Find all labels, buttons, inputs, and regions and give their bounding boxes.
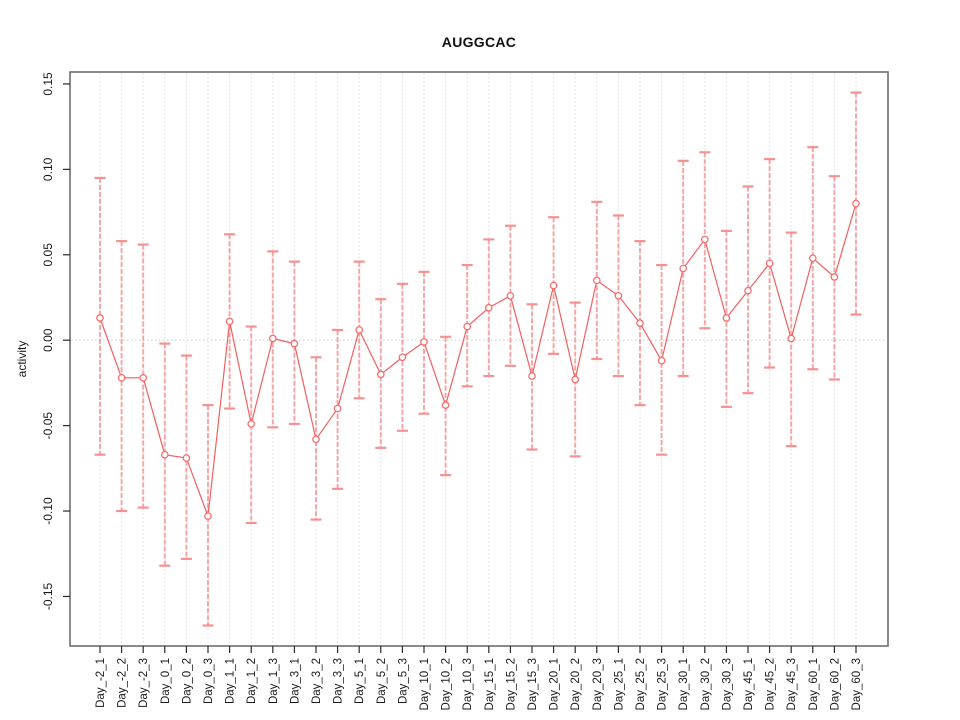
data-point — [290, 339, 299, 348]
data-point — [830, 273, 839, 281]
x-tick-label: Day_0_1 — [160, 658, 172, 704]
y-tick-label: 0.05 — [41, 243, 55, 267]
y-tick-label: 0.00 — [41, 328, 55, 352]
data-point — [592, 276, 601, 285]
data-point — [852, 199, 860, 208]
data-point — [160, 450, 169, 459]
data-point — [355, 326, 364, 334]
x-tick-label: Day_20_1 — [549, 658, 561, 710]
data-point — [744, 286, 752, 295]
x-tick-label: Day_0_3 — [203, 658, 215, 704]
data-point — [204, 512, 212, 521]
x-tick-label: Day_20_3 — [592, 658, 604, 710]
x-tick-label: Day_15_2 — [505, 658, 517, 710]
x-tick-label: Day_-2_1 — [95, 658, 107, 708]
x-tick-label: Day_5_1 — [354, 658, 366, 704]
x-tick-label: Day_-2_3 — [138, 658, 150, 708]
x-tick-label: Day_1_2 — [246, 658, 258, 704]
y-tick-label: -0.10 — [41, 497, 55, 525]
data-point — [420, 338, 428, 346]
x-tick-label: Day_1_3 — [268, 658, 280, 704]
data-point — [247, 420, 256, 428]
data-point — [679, 264, 688, 273]
x-tick-label: Day_10_1 — [419, 658, 431, 710]
data-point — [808, 254, 817, 263]
x-tick-label: Day_20_2 — [570, 658, 582, 710]
data-point — [528, 372, 536, 380]
x-tick-label: Day_5_2 — [376, 658, 388, 704]
data-point — [463, 322, 472, 331]
data-point — [484, 303, 493, 312]
x-tick-label: Day_60_3 — [851, 658, 863, 710]
x-tick-label: Day_3_2 — [311, 658, 323, 704]
data-point — [312, 435, 320, 444]
x-tick-label: Day_3_3 — [333, 658, 345, 704]
x-tick-label: Day_5_3 — [397, 658, 409, 704]
data-point — [441, 401, 450, 409]
x-tick-label: Day_10_2 — [441, 658, 453, 710]
x-tick-label: Day_1_1 — [225, 658, 237, 704]
y-tick-label: 0.10 — [41, 157, 55, 181]
x-tick-label: Day_25_2 — [635, 658, 647, 710]
x-tick-label: Day_10_3 — [462, 658, 474, 710]
x-tick-label: Day_3_1 — [289, 658, 301, 704]
x-tick-label: Day_15_1 — [484, 658, 496, 710]
y-tick-label: -0.15 — [41, 582, 55, 610]
x-tick-label: Day_45_2 — [765, 658, 777, 710]
x-tick-label: Day_-2_2 — [117, 658, 129, 708]
x-tick-label: Day_60_1 — [808, 658, 820, 710]
data-point — [225, 317, 234, 326]
data-point — [139, 373, 148, 382]
data-point — [398, 353, 407, 362]
data-point — [787, 334, 796, 343]
x-tick-label: Day_30_3 — [721, 658, 733, 710]
x-tick-label: Day_60_2 — [829, 658, 841, 710]
series-line — [99, 203, 857, 517]
data-point — [376, 370, 385, 379]
x-tick-label: Day_30_1 — [678, 658, 690, 710]
data-point — [268, 334, 277, 343]
data-point — [657, 356, 666, 365]
x-tick-label: Day_25_3 — [657, 658, 669, 710]
data-point — [333, 404, 342, 413]
x-tick-label: Day_45_3 — [786, 658, 798, 710]
y-tick-label: -0.05 — [41, 412, 55, 440]
data-point — [182, 454, 191, 462]
data-point — [722, 314, 731, 322]
data-point — [506, 291, 515, 300]
y-tick-label: 0.15 — [41, 72, 55, 96]
x-tick-label: Day_25_1 — [613, 658, 625, 710]
x-tick-label: Day_30_2 — [700, 658, 712, 710]
data-point — [117, 373, 126, 382]
plot-border — [69, 71, 889, 647]
data-point — [614, 291, 623, 300]
x-tick-label: Day_45_1 — [743, 658, 755, 710]
data-point — [571, 375, 580, 384]
chart-title: AUGGCAC — [441, 34, 517, 50]
data-point — [96, 314, 104, 322]
data-point — [636, 319, 644, 327]
data-point — [700, 235, 709, 244]
data-point — [549, 281, 558, 290]
x-tick-label: Day_0_2 — [181, 658, 193, 704]
x-tick-label: Day_15_3 — [527, 658, 539, 710]
data-point — [765, 259, 774, 268]
